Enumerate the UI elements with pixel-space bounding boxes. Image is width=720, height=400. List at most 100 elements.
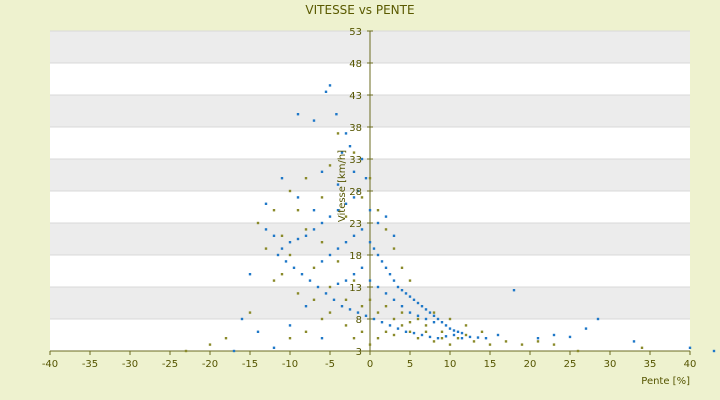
data-point <box>380 321 384 324</box>
data-point <box>332 298 336 301</box>
data-point <box>568 335 572 339</box>
chart-title: VITESSE vs PENTE <box>305 3 415 17</box>
data-point <box>360 157 364 161</box>
data-point <box>324 292 328 295</box>
data-point <box>304 234 308 237</box>
data-point <box>328 285 332 289</box>
data-point <box>368 177 372 180</box>
data-point <box>440 330 444 333</box>
data-point <box>320 196 324 199</box>
y-tick-label: 38 <box>349 123 362 134</box>
data-point <box>352 279 356 282</box>
data-point <box>312 119 316 122</box>
x-tick-label: 10 <box>444 359 457 370</box>
data-point <box>392 333 396 337</box>
y-axis-label: Vitesse [km/h] <box>337 150 348 222</box>
data-point <box>368 298 372 301</box>
data-point <box>640 346 644 349</box>
data-point <box>344 202 348 205</box>
data-point <box>328 164 332 167</box>
data-point <box>596 317 600 321</box>
data-point <box>380 260 384 263</box>
y-tick-label: 8 <box>356 315 362 326</box>
data-point <box>496 333 500 337</box>
data-point <box>408 330 412 333</box>
data-point <box>396 327 400 330</box>
data-point <box>296 209 300 212</box>
data-point <box>444 335 448 338</box>
data-point <box>372 317 376 321</box>
data-point <box>288 337 292 340</box>
x-tick-label: 30 <box>604 359 617 370</box>
data-point <box>348 145 352 148</box>
y-tick-label: 3 <box>356 347 362 358</box>
data-point <box>344 298 348 301</box>
y-tick-label: 13 <box>349 283 362 294</box>
x-tick-label: -35 <box>82 359 98 370</box>
data-point <box>264 202 268 205</box>
data-point <box>408 311 412 314</box>
data-point <box>416 314 420 317</box>
data-point <box>232 349 236 353</box>
data-point <box>344 132 348 135</box>
data-point <box>396 285 400 289</box>
data-point <box>360 228 364 231</box>
data-point <box>264 247 268 250</box>
data-point <box>344 279 348 282</box>
data-point <box>364 314 368 317</box>
data-point <box>376 221 380 225</box>
x-axis-label: Pente [%] <box>641 376 690 387</box>
data-point <box>356 189 360 193</box>
x-tick-label: 0 <box>367 359 373 370</box>
data-point <box>308 279 312 282</box>
data-point <box>320 337 324 340</box>
data-point <box>472 340 476 343</box>
data-point <box>400 266 404 269</box>
data-point <box>408 279 412 282</box>
data-point <box>368 343 372 346</box>
data-point <box>320 170 324 173</box>
data-point <box>480 330 484 333</box>
data-point <box>328 253 332 257</box>
data-point <box>448 343 452 346</box>
data-point <box>344 215 348 218</box>
data-point <box>376 337 380 340</box>
data-point <box>272 346 276 349</box>
data-point <box>320 241 324 244</box>
data-point <box>304 228 308 231</box>
data-point <box>552 343 556 346</box>
data-point <box>464 333 468 337</box>
data-point <box>448 327 452 330</box>
data-point <box>184 349 188 353</box>
data-point <box>436 337 440 340</box>
data-point <box>336 132 340 135</box>
data-point <box>344 241 348 244</box>
data-point <box>400 324 404 327</box>
data-point <box>324 90 328 93</box>
data-point <box>300 273 304 276</box>
data-point <box>504 340 508 343</box>
x-tick-label: -15 <box>242 359 258 370</box>
data-point <box>484 337 488 340</box>
data-point <box>432 314 436 317</box>
data-point <box>444 324 448 327</box>
x-tick-label: -30 <box>122 359 138 370</box>
data-point <box>360 330 364 333</box>
data-point <box>304 305 308 308</box>
data-point <box>240 317 244 321</box>
data-point <box>272 209 276 212</box>
data-point <box>344 324 348 327</box>
data-point <box>296 237 300 241</box>
data-point <box>460 337 464 340</box>
x-tick-label: 25 <box>564 359 577 370</box>
data-point <box>316 285 320 289</box>
data-point <box>384 266 388 269</box>
data-point <box>335 113 338 116</box>
data-point <box>368 279 372 282</box>
data-point <box>424 308 428 311</box>
data-point <box>576 349 580 353</box>
data-point <box>356 311 360 314</box>
data-point <box>328 215 332 218</box>
data-point <box>280 273 284 276</box>
data-point <box>296 292 300 295</box>
